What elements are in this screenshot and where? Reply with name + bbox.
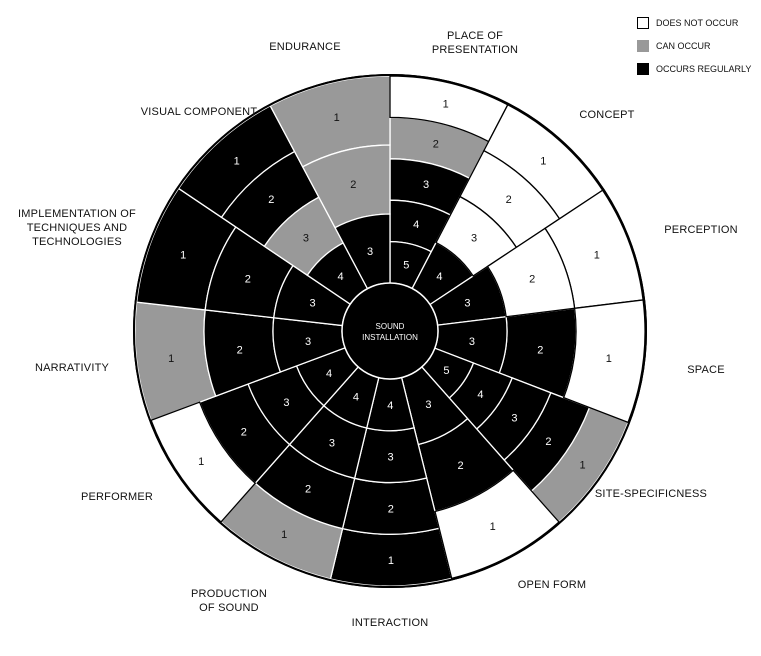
center-label: SOUND bbox=[376, 322, 405, 331]
segment-level-label: 3 bbox=[329, 437, 335, 449]
label-narrativity: NARRATIVITY bbox=[34, 362, 110, 374]
label-perception: PERCEPTION bbox=[664, 224, 738, 236]
segment-level-label: 5 bbox=[443, 365, 449, 377]
segment-performer-level-1 bbox=[150, 401, 257, 523]
segment-level-label: 2 bbox=[350, 179, 356, 191]
segment-level-label: 2 bbox=[268, 194, 274, 206]
segment-level-label: 2 bbox=[506, 194, 512, 206]
label-performer: PERFORMER bbox=[80, 491, 154, 503]
segment-level-label: 2 bbox=[237, 344, 243, 356]
segment-level-label: 4 bbox=[387, 400, 393, 412]
segment-level-label: 3 bbox=[469, 336, 475, 348]
segment-level-label: 1 bbox=[443, 98, 449, 110]
segment-level-label: 4 bbox=[353, 392, 359, 404]
segment-level-label: 3 bbox=[305, 336, 311, 348]
segment-level-label: 3 bbox=[310, 297, 316, 309]
segment-level-label: 2 bbox=[388, 503, 394, 515]
outer-border bbox=[133, 74, 647, 588]
legend-swatch-gray bbox=[637, 40, 649, 52]
label-site-specificness: SITE-SPECIFICNESS bbox=[594, 488, 708, 500]
center-label: INSTALLATION bbox=[362, 333, 418, 342]
legend-occurs-regularly: OCCURS REGULARLY bbox=[637, 63, 751, 75]
label-concept: CONCEPT bbox=[579, 109, 635, 121]
segment-level-label: 4 bbox=[338, 271, 344, 283]
label-implementation: IMPLEMENTATION OF TECHNIQUES AND TECHNOLOG… bbox=[18, 208, 136, 248]
segment-level-label: 2 bbox=[537, 344, 543, 356]
segment-level-label: 4 bbox=[326, 368, 332, 380]
center-circle bbox=[341, 282, 439, 380]
segment-level-label: 3 bbox=[283, 397, 289, 409]
segment-level-label: 5 bbox=[403, 259, 409, 271]
legend-does-not-occur: DOES NOT OCCUR bbox=[637, 17, 738, 29]
segment-level-label: 2 bbox=[529, 274, 535, 286]
legend-swatch-black bbox=[637, 63, 649, 75]
segment-perception-level-2 bbox=[486, 227, 576, 318]
segment-level-label: 3 bbox=[471, 233, 477, 245]
label-open-form: OPEN FORM bbox=[517, 579, 587, 591]
segment-level-label: 1 bbox=[281, 529, 287, 541]
label-place-of-presentation: PLACE OF PRESENTATION bbox=[431, 30, 519, 56]
segment-level-label: 3 bbox=[387, 452, 393, 464]
label-visual-component: VISUAL COMPONENT bbox=[140, 106, 258, 118]
segment-level-label: 1 bbox=[579, 460, 585, 472]
segment-level-label: 2 bbox=[241, 426, 247, 438]
segment-level-label: 1 bbox=[334, 112, 340, 124]
segment-level-label: 1 bbox=[594, 250, 600, 262]
segment-level-label: 1 bbox=[180, 250, 186, 262]
segment-level-label: 2 bbox=[433, 139, 439, 151]
segment-level-label: 3 bbox=[511, 412, 517, 424]
label-endurance: ENDURANCE bbox=[269, 41, 341, 53]
segment-level-label: 1 bbox=[198, 456, 204, 468]
legend-swatch-white bbox=[637, 17, 649, 29]
label-space: SPACE bbox=[687, 364, 725, 376]
segment-level-label: 4 bbox=[436, 271, 442, 283]
segment-level-label: 2 bbox=[245, 274, 251, 286]
segment-level-label: 1 bbox=[490, 521, 496, 533]
segment-level-label: 1 bbox=[388, 555, 394, 567]
segment-open-form-level-1 bbox=[434, 469, 560, 580]
segment-level-label: 2 bbox=[305, 483, 311, 495]
segment-level-label: 3 bbox=[303, 233, 309, 245]
label-interaction: INTERACTION bbox=[351, 617, 429, 629]
segment-level-label: 1 bbox=[168, 353, 174, 365]
segment-level-label: 2 bbox=[545, 436, 551, 448]
label-production-of-sound: PRODUCTION OF SOUND bbox=[191, 588, 267, 614]
segment-level-label: 3 bbox=[425, 399, 431, 411]
segment-level-label: 1 bbox=[540, 156, 546, 168]
segment-level-label: 1 bbox=[606, 353, 612, 365]
segment-level-label: 1 bbox=[234, 156, 240, 168]
legend-can-occur: CAN OCCUR bbox=[637, 40, 711, 52]
segment-level-label: 3 bbox=[423, 179, 429, 191]
segment-level-label: 2 bbox=[457, 460, 463, 472]
segment-level-label: 4 bbox=[413, 219, 419, 231]
segment-level-label: 3 bbox=[464, 297, 470, 309]
segment-level-label: 3 bbox=[367, 246, 373, 258]
segment-level-label: 4 bbox=[477, 389, 483, 401]
segment-space-level-1 bbox=[562, 299, 646, 424]
